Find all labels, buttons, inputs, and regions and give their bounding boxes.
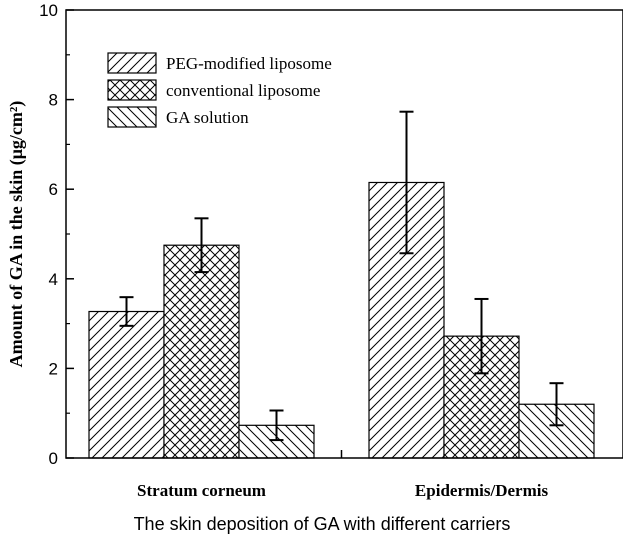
x-category-label: Stratum corneum xyxy=(137,481,266,500)
legend: PEG-modified liposome conventional liposo… xyxy=(107,52,332,128)
bar xyxy=(88,310,165,459)
bars-group xyxy=(88,181,595,459)
legend-swatch xyxy=(107,52,157,74)
y-tick-label: 6 xyxy=(49,180,58,199)
bar xyxy=(163,244,240,459)
legend-label: GA solution xyxy=(166,108,249,127)
y-tick-label: 0 xyxy=(49,449,58,468)
y-tick-label: 8 xyxy=(49,91,58,110)
y-axis-label: Amount of GA in the skin (μg/cm²) xyxy=(6,101,27,368)
bar xyxy=(518,403,595,459)
error-bars-group xyxy=(119,110,564,442)
legend-label: PEG-modified liposome xyxy=(166,54,332,73)
x-axis-label: The skin deposition of GA with different… xyxy=(134,514,511,534)
y-tick-label: 2 xyxy=(49,359,58,378)
legend-swatch xyxy=(107,106,157,128)
legend-swatch xyxy=(107,79,157,101)
legend-label: conventional liposome xyxy=(166,81,320,100)
y-tick-label: 10 xyxy=(39,1,58,20)
x-category-labels: Stratum corneum Epidermis/Dermis xyxy=(137,450,548,500)
x-category-label: Epidermis/Dermis xyxy=(415,481,549,500)
y-axis: 0 2 4 6 8 10 xyxy=(39,1,74,468)
y-tick-label: 4 xyxy=(49,270,58,289)
